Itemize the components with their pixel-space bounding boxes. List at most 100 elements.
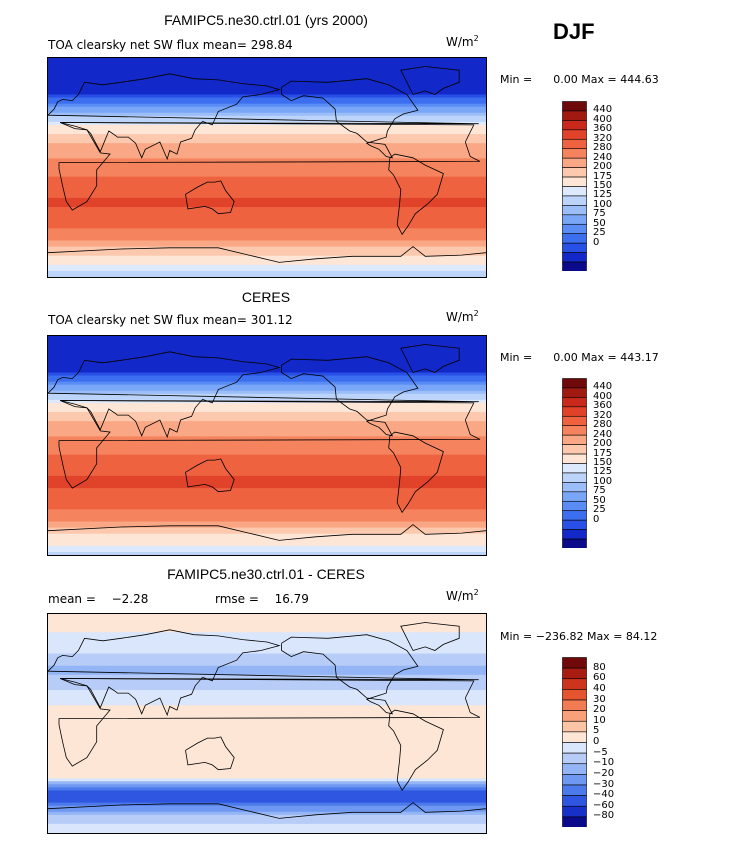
heatmap-band: [48, 357, 486, 361]
heatmap-band: [48, 170, 486, 175]
colorbar-swatch: [562, 667, 587, 680]
heatmap-band: [48, 76, 486, 80]
heatmap-band: [48, 769, 486, 773]
colorbar-swatch: [562, 434, 587, 445]
colorbar-swatch: [562, 387, 587, 398]
heatmap-band: [48, 799, 486, 804]
max-value: 443.17: [620, 351, 659, 364]
colorbar-swatch: [562, 120, 587, 131]
heatmap-band: [48, 644, 486, 649]
heatmap-band: [48, 345, 486, 349]
heatmap-band: [48, 665, 486, 670]
panel-diff-mean: mean = −2.28: [48, 592, 148, 606]
colorbar-swatch: [562, 378, 587, 389]
heatmap-band: [48, 802, 486, 807]
colorbar-tick-label: 400: [593, 390, 613, 402]
colorbar-tick-label: 0: [593, 513, 600, 525]
colorbar-svg: [562, 657, 587, 827]
heatmap-band: [48, 463, 486, 468]
heatmap-band: [48, 363, 486, 368]
heatmap-band: [48, 784, 486, 788]
colorbar-tick-label: 20: [593, 704, 606, 716]
heatmap-band: [48, 723, 486, 728]
continent-outline-6: [48, 524, 486, 541]
continent-outline-5: [400, 344, 460, 373]
heatmap-band: [48, 70, 486, 74]
mean-label: mean =: [48, 592, 96, 606]
heatmap-band: [48, 137, 486, 141]
heatmap-band: [48, 97, 486, 102]
heatmap-band: [48, 393, 486, 398]
colorbar-tick-label: 5: [593, 725, 600, 737]
colorbar-swatch: [562, 500, 587, 512]
mean-value: 298.84: [250, 38, 293, 52]
variable-label: TOA clearsky net SW flux: [48, 38, 199, 52]
heatmap-band: [48, 741, 486, 746]
colorbar-swatch: [562, 742, 587, 754]
heatmap-band: [48, 714, 486, 719]
heatmap-band: [48, 814, 486, 819]
colorbar-tick-label: −30: [593, 778, 615, 790]
panel-model-minmax: Min = 0.00 Max = 444.63: [500, 73, 659, 86]
colorbar-swatch: [562, 519, 587, 530]
units-label: W/m: [446, 589, 474, 603]
heatmap-band: [48, 674, 486, 679]
max-value: 444.63: [620, 73, 659, 86]
colorbar-swatch: [562, 425, 587, 436]
min-value: 0.00: [553, 351, 578, 364]
colorbar-swatch: [562, 699, 587, 711]
heatmap-svg: [48, 58, 486, 277]
heatmap-band: [48, 228, 486, 232]
panel-diff-minmax: Min = −236.82 Max = 84.12: [500, 630, 657, 643]
mean-value: 301.12: [250, 313, 293, 327]
heatmap-band: [48, 336, 486, 340]
heatmap-band: [48, 252, 486, 257]
heatmap-band: [48, 817, 486, 822]
heatmap-band: [48, 805, 486, 810]
heatmap-band: [48, 775, 486, 779]
heatmap-band: [48, 738, 486, 743]
heatmap-band: [48, 533, 486, 538]
heatmap-band: [48, 536, 486, 541]
heatmap-band: [48, 720, 486, 725]
heatmap-band: [48, 629, 486, 633]
colorbar-swatch: [562, 176, 587, 187]
heatmap-band: [48, 823, 486, 828]
colorbar-tick-label: 400: [593, 113, 613, 125]
heatmap-band: [48, 708, 486, 712]
heatmap-band: [48, 469, 486, 474]
colorbar-swatch: [562, 784, 587, 796]
panel-obs-map: [47, 335, 487, 556]
heatmap-band: [48, 213, 486, 217]
heatmap-band: [48, 225, 486, 229]
heatmap-band: [48, 683, 486, 688]
heatmap-band: [48, 197, 486, 202]
colorbar-swatch: [562, 167, 587, 178]
colorbar-tick-label: 360: [593, 123, 613, 135]
heatmap-band: [48, 94, 486, 99]
colorbar-swatch: [562, 774, 587, 786]
panel-model-variable: TOA clearsky net SW flux mean= 298.84: [48, 38, 293, 52]
heatmap-svg: [48, 336, 486, 555]
heatmap-band: [48, 106, 486, 111]
colorbar-svg: [562, 378, 587, 548]
heatmap-band: [48, 143, 486, 147]
heatmap-band: [48, 149, 486, 153]
heatmap-band: [48, 506, 486, 510]
heatmap-band: [48, 188, 486, 193]
heatmap-band: [48, 530, 486, 535]
heatmap-band: [48, 418, 486, 422]
heatmap-band: [48, 756, 486, 761]
colorbar-tick-label: 240: [593, 428, 613, 440]
heatmap-band: [48, 488, 486, 492]
heatmap-band: [48, 521, 486, 526]
heatmap-band: [48, 641, 486, 646]
heatmap-band: [48, 216, 486, 220]
heatmap-band: [48, 67, 486, 71]
heatmap-band: [48, 524, 486, 529]
colorbar-swatch: [562, 453, 587, 464]
heatmap-band: [48, 448, 486, 453]
heatmap-band: [48, 421, 486, 425]
heatmap-band: [48, 82, 486, 86]
max-value: 84.12: [625, 630, 658, 643]
